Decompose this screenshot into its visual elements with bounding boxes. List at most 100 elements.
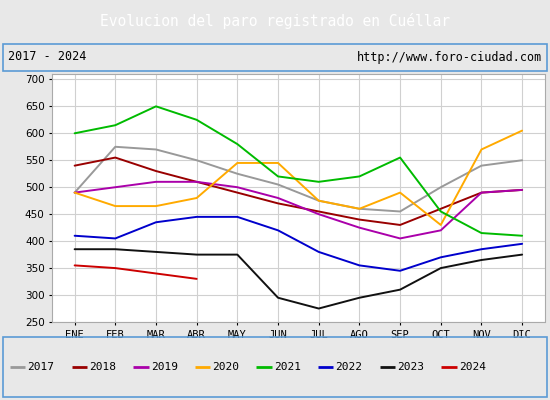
2017 bbox=[478, 163, 485, 168]
Text: 2021: 2021 bbox=[274, 362, 301, 372]
2021 bbox=[356, 174, 362, 179]
2021 bbox=[478, 231, 485, 236]
2018 bbox=[397, 222, 403, 227]
2019 bbox=[234, 185, 241, 190]
2019 bbox=[112, 185, 119, 190]
2017 bbox=[315, 198, 322, 203]
2020 bbox=[275, 160, 282, 165]
2017 bbox=[356, 206, 362, 211]
Text: http://www.foro-ciudad.com: http://www.foro-ciudad.com bbox=[356, 50, 542, 64]
Text: 2020: 2020 bbox=[212, 362, 239, 372]
2017 bbox=[72, 190, 78, 195]
2017 bbox=[194, 158, 200, 163]
2023 bbox=[397, 287, 403, 292]
2019 bbox=[478, 190, 485, 195]
2017 bbox=[234, 171, 241, 176]
2018 bbox=[112, 155, 119, 160]
2019 bbox=[72, 190, 78, 195]
2020 bbox=[194, 196, 200, 200]
2022 bbox=[478, 247, 485, 252]
2018 bbox=[315, 209, 322, 214]
2018 bbox=[234, 190, 241, 195]
2023 bbox=[315, 306, 322, 311]
2020 bbox=[153, 204, 159, 208]
2021 bbox=[275, 174, 282, 179]
Line: 2022: 2022 bbox=[75, 217, 522, 271]
2020 bbox=[397, 190, 403, 195]
Text: 2022: 2022 bbox=[336, 362, 362, 372]
2021 bbox=[315, 180, 322, 184]
Line: 2019: 2019 bbox=[75, 182, 522, 238]
2018 bbox=[275, 201, 282, 206]
2021 bbox=[397, 155, 403, 160]
2023 bbox=[519, 252, 525, 257]
2023 bbox=[275, 295, 282, 300]
Line: 2020: 2020 bbox=[75, 131, 522, 225]
2019 bbox=[153, 180, 159, 184]
Text: 2017 - 2024: 2017 - 2024 bbox=[8, 50, 87, 64]
Text: 2018: 2018 bbox=[89, 362, 116, 372]
2020 bbox=[478, 147, 485, 152]
2020 bbox=[519, 128, 525, 133]
2022 bbox=[153, 220, 159, 225]
2017 bbox=[275, 182, 282, 187]
2023 bbox=[72, 247, 78, 252]
2021 bbox=[234, 142, 241, 146]
2020 bbox=[315, 198, 322, 203]
Text: 2017: 2017 bbox=[28, 362, 54, 372]
2019 bbox=[194, 180, 200, 184]
2020 bbox=[356, 206, 362, 211]
2018 bbox=[437, 206, 444, 211]
2022 bbox=[315, 250, 322, 254]
2020 bbox=[72, 190, 78, 195]
2023 bbox=[153, 250, 159, 254]
2023 bbox=[356, 295, 362, 300]
2022 bbox=[397, 268, 403, 273]
2021 bbox=[194, 118, 200, 122]
2017 bbox=[519, 158, 525, 163]
2019 bbox=[275, 196, 282, 200]
2022 bbox=[437, 255, 444, 260]
2019 bbox=[437, 228, 444, 233]
2022 bbox=[112, 236, 119, 241]
2023 bbox=[437, 266, 444, 270]
2022 bbox=[194, 214, 200, 219]
2021 bbox=[519, 233, 525, 238]
2018 bbox=[153, 169, 159, 174]
2024 bbox=[72, 263, 78, 268]
2019 bbox=[356, 225, 362, 230]
2021 bbox=[437, 209, 444, 214]
2018 bbox=[356, 217, 362, 222]
2019 bbox=[397, 236, 403, 241]
2024 bbox=[153, 271, 159, 276]
2023 bbox=[194, 252, 200, 257]
Text: 2023: 2023 bbox=[397, 362, 424, 372]
2018 bbox=[519, 188, 525, 192]
Line: 2023: 2023 bbox=[75, 249, 522, 308]
2019 bbox=[315, 212, 322, 216]
Text: Evolucion del paro registrado en Cuéllar: Evolucion del paro registrado en Cuéllar bbox=[100, 13, 450, 29]
2022 bbox=[234, 214, 241, 219]
Text: 2024: 2024 bbox=[459, 362, 486, 372]
2017 bbox=[437, 185, 444, 190]
2021 bbox=[72, 131, 78, 136]
Line: 2024: 2024 bbox=[75, 265, 197, 279]
2017 bbox=[397, 209, 403, 214]
2017 bbox=[153, 147, 159, 152]
2023 bbox=[112, 247, 119, 252]
Line: 2018: 2018 bbox=[75, 158, 522, 225]
2024 bbox=[112, 266, 119, 270]
2018 bbox=[72, 163, 78, 168]
2022 bbox=[275, 228, 282, 233]
2020 bbox=[112, 204, 119, 208]
2018 bbox=[478, 190, 485, 195]
2021 bbox=[112, 123, 119, 128]
2023 bbox=[478, 258, 485, 262]
2019 bbox=[519, 188, 525, 192]
2017 bbox=[112, 144, 119, 149]
2020 bbox=[437, 222, 444, 227]
2018 bbox=[194, 180, 200, 184]
2022 bbox=[519, 242, 525, 246]
Line: 2021: 2021 bbox=[75, 106, 522, 236]
Text: 2019: 2019 bbox=[151, 362, 178, 372]
